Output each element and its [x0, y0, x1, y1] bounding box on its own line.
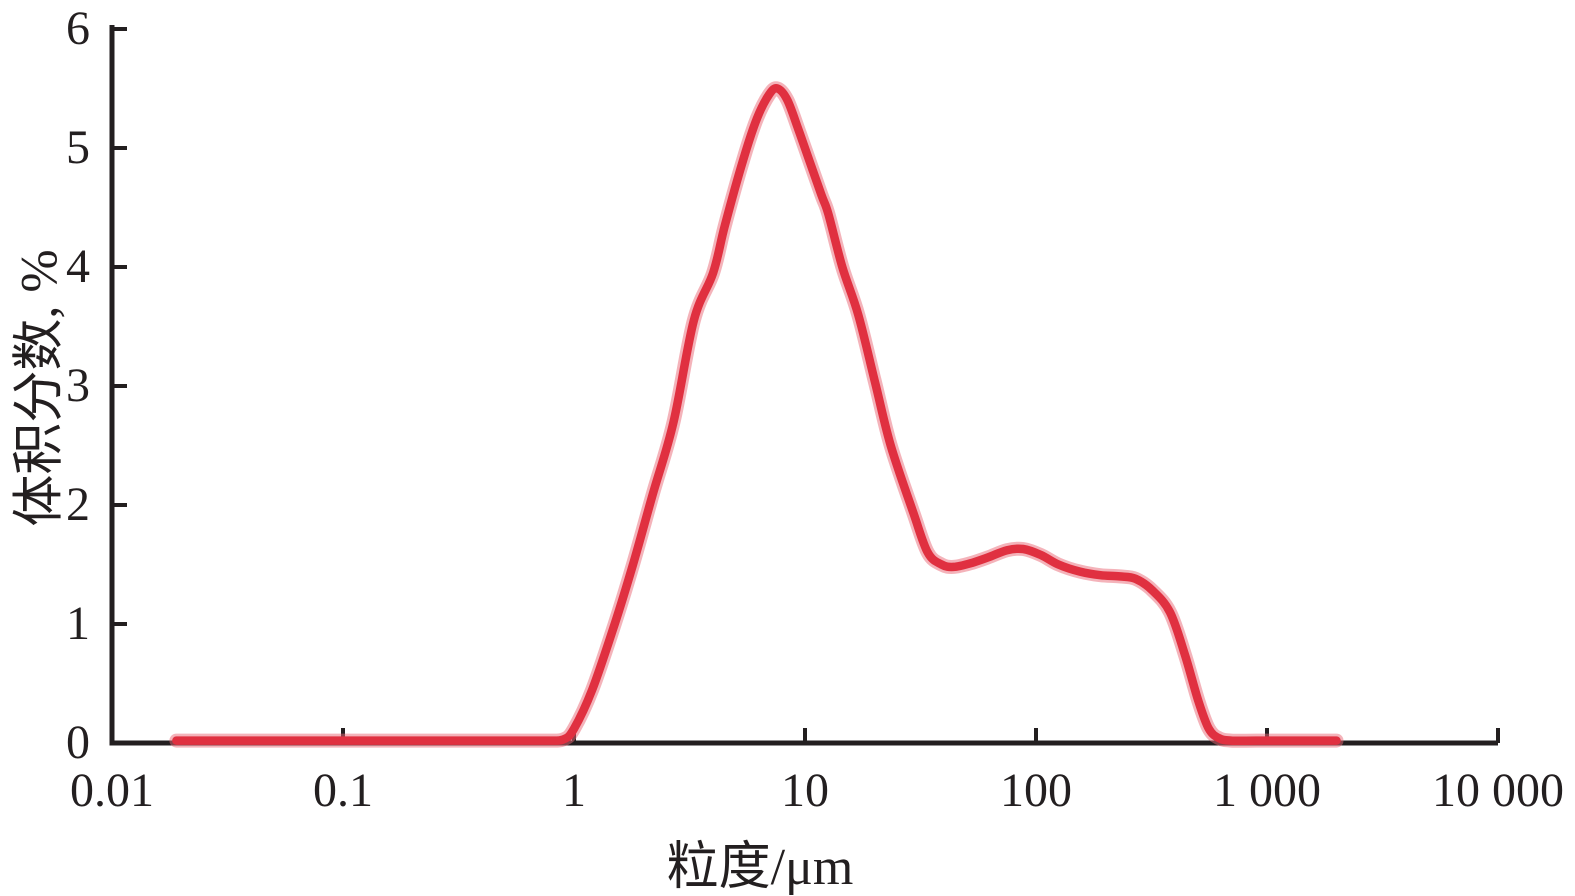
y-tick-label: 6 — [66, 2, 90, 55]
distribution-curve — [172, 84, 1341, 746]
y-tick-label: 5 — [66, 121, 90, 174]
y-tick-label: 3 — [66, 359, 90, 412]
x-tick-label: 10 — [781, 764, 829, 817]
y-tick-label: 4 — [66, 240, 90, 293]
y-tick-label: 2 — [66, 478, 90, 531]
x-tick-label: 10 000 — [1432, 764, 1564, 817]
x-tick-label: 100 — [1000, 764, 1072, 817]
x-tick-label: 1 000 — [1213, 764, 1321, 817]
y-tick-label: 0 — [66, 716, 90, 769]
distribution-curve-halo — [169, 81, 1344, 748]
x-tick-label: 0.01 — [70, 764, 154, 817]
x-tick-label: 0.1 — [313, 764, 373, 817]
x-axis-title: 粒度/μm — [666, 839, 854, 896]
x-tick-label: 1 — [562, 764, 586, 817]
y-tick-label: 1 — [66, 597, 90, 650]
